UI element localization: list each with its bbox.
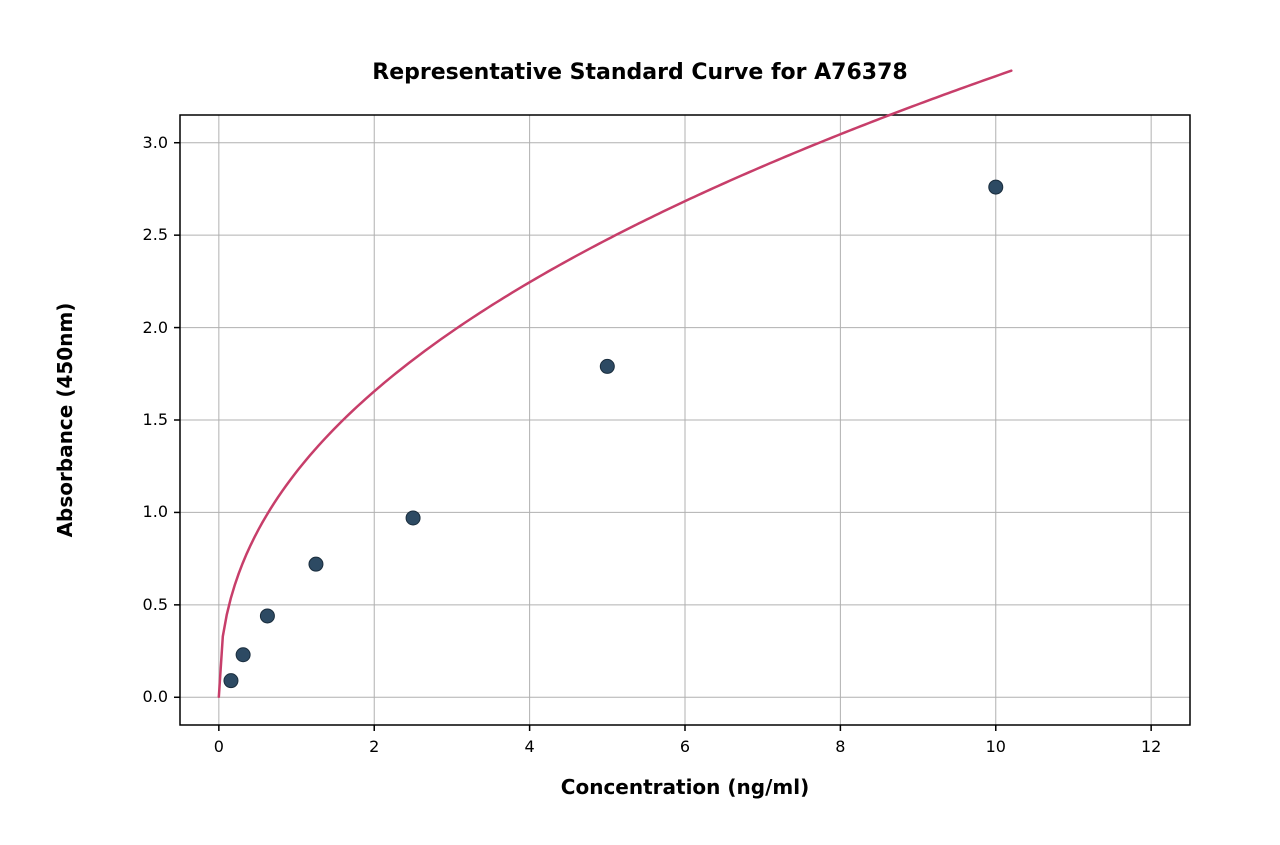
chart-container: Representative Standard Curve for A76378…: [0, 0, 1280, 845]
y-tick-label: 2.5: [108, 225, 168, 244]
y-tick-label: 1.0: [108, 502, 168, 521]
x-axis-label: Concentration (ng/ml): [180, 775, 1190, 799]
y-tick-label: 3.0: [108, 133, 168, 152]
y-tick-label: 0.5: [108, 595, 168, 614]
y-tick-label: 2.0: [108, 318, 168, 337]
y-axis-label: Absorbance (450nm): [53, 115, 77, 725]
y-tick-label: 1.5: [108, 410, 168, 429]
x-tick-label: 4: [505, 737, 555, 756]
chart-svg: [0, 0, 1280, 845]
x-tick-label: 0: [194, 737, 244, 756]
x-tick-label: 8: [815, 737, 865, 756]
y-tick-label: 0.0: [108, 687, 168, 706]
x-tick-label: 10: [971, 737, 1021, 756]
x-tick-label: 2: [349, 737, 399, 756]
x-tick-label: 6: [660, 737, 710, 756]
x-tick-label: 12: [1126, 737, 1176, 756]
